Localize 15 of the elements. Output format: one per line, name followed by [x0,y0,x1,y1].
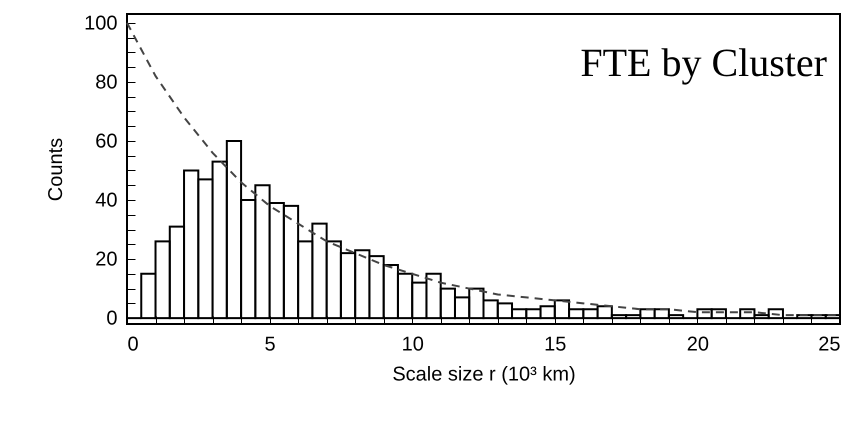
y-tick-label: 20 [95,248,118,271]
y-tick-label: 0 [106,308,118,330]
annotation: FTE by Cluster [580,40,827,85]
x-axis-title: Scale size r (10³ km) [392,364,576,386]
x-tick-label: 20 [686,334,710,356]
y-tick-label: 100 [84,12,118,34]
x-tick-label: 25 [818,334,840,356]
y-axis-title: Counts [45,138,68,202]
x-tick-label: 5 [264,334,276,356]
y-tick-label: 40 [95,190,118,212]
x-tick-label: 0 [128,334,139,356]
x-tick-label: 10 [402,334,424,356]
y-tick-label: 80 [95,71,118,94]
y-tick-label: 60 [95,130,118,152]
x-tick-label: 15 [544,334,566,356]
